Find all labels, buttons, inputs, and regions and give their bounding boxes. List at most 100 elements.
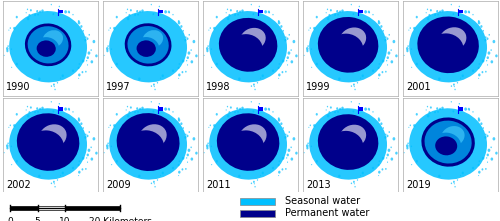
Ellipse shape — [138, 77, 140, 80]
Ellipse shape — [339, 10, 341, 13]
Ellipse shape — [330, 9, 332, 11]
Ellipse shape — [382, 71, 384, 73]
Ellipse shape — [350, 85, 352, 87]
Ellipse shape — [39, 10, 41, 13]
Ellipse shape — [386, 60, 388, 61]
Ellipse shape — [330, 106, 332, 109]
Ellipse shape — [219, 18, 278, 72]
Ellipse shape — [392, 40, 396, 43]
Ellipse shape — [116, 113, 180, 171]
Ellipse shape — [88, 51, 90, 55]
Ellipse shape — [488, 34, 490, 36]
Ellipse shape — [439, 108, 441, 110]
Ellipse shape — [369, 109, 370, 110]
Ellipse shape — [262, 74, 264, 77]
Ellipse shape — [226, 114, 230, 118]
Ellipse shape — [38, 175, 40, 177]
Ellipse shape — [490, 60, 493, 63]
Text: 0: 0 — [7, 217, 13, 221]
Ellipse shape — [186, 135, 188, 137]
Ellipse shape — [286, 37, 288, 40]
Ellipse shape — [184, 39, 186, 42]
Ellipse shape — [86, 60, 88, 61]
Ellipse shape — [478, 175, 479, 176]
Ellipse shape — [58, 6, 60, 7]
Ellipse shape — [408, 143, 409, 144]
Ellipse shape — [230, 106, 232, 109]
Ellipse shape — [57, 82, 58, 84]
Ellipse shape — [282, 157, 284, 160]
Ellipse shape — [72, 14, 74, 15]
Ellipse shape — [436, 10, 438, 13]
Ellipse shape — [272, 111, 274, 113]
Ellipse shape — [410, 124, 411, 126]
Bar — [458, 10, 464, 13]
Ellipse shape — [78, 73, 80, 76]
Ellipse shape — [478, 20, 480, 22]
Ellipse shape — [90, 147, 92, 148]
Ellipse shape — [213, 124, 216, 127]
Ellipse shape — [158, 103, 160, 105]
Ellipse shape — [458, 6, 460, 7]
Ellipse shape — [185, 36, 186, 38]
Ellipse shape — [195, 54, 198, 57]
Ellipse shape — [252, 110, 254, 112]
Ellipse shape — [116, 113, 118, 116]
Ellipse shape — [185, 71, 186, 73]
Ellipse shape — [213, 27, 216, 30]
Ellipse shape — [486, 135, 488, 137]
Ellipse shape — [240, 28, 266, 50]
Ellipse shape — [286, 56, 289, 59]
Ellipse shape — [136, 107, 138, 110]
Ellipse shape — [484, 39, 486, 42]
Ellipse shape — [10, 48, 12, 50]
Ellipse shape — [318, 114, 378, 170]
Ellipse shape — [182, 168, 184, 171]
Ellipse shape — [328, 111, 330, 114]
Ellipse shape — [458, 103, 460, 105]
Ellipse shape — [6, 47, 8, 50]
Ellipse shape — [452, 110, 454, 112]
Ellipse shape — [185, 133, 186, 135]
Ellipse shape — [338, 77, 340, 80]
Ellipse shape — [472, 70, 474, 72]
Ellipse shape — [54, 183, 55, 184]
Ellipse shape — [262, 171, 264, 174]
Ellipse shape — [17, 113, 80, 171]
Bar — [240, 198, 275, 205]
Text: Seasonal water: Seasonal water — [285, 196, 360, 206]
Ellipse shape — [188, 131, 190, 133]
Ellipse shape — [316, 63, 318, 65]
Ellipse shape — [427, 9, 428, 10]
Ellipse shape — [28, 14, 30, 17]
Ellipse shape — [282, 71, 284, 73]
Ellipse shape — [141, 107, 144, 110]
Ellipse shape — [357, 179, 358, 181]
Ellipse shape — [254, 186, 256, 187]
Ellipse shape — [308, 143, 309, 144]
Ellipse shape — [254, 183, 255, 184]
Ellipse shape — [278, 164, 280, 166]
Ellipse shape — [410, 146, 412, 147]
Ellipse shape — [457, 82, 458, 84]
Ellipse shape — [454, 186, 456, 187]
Ellipse shape — [438, 175, 440, 177]
Ellipse shape — [439, 10, 441, 13]
Ellipse shape — [178, 63, 180, 65]
Ellipse shape — [58, 103, 60, 105]
Ellipse shape — [278, 67, 280, 69]
Text: 20 Kilometers: 20 Kilometers — [88, 217, 152, 221]
Ellipse shape — [190, 158, 193, 161]
Ellipse shape — [462, 171, 464, 174]
Ellipse shape — [380, 122, 382, 125]
Ellipse shape — [186, 56, 189, 59]
Ellipse shape — [228, 130, 264, 161]
Ellipse shape — [472, 14, 474, 15]
Ellipse shape — [16, 113, 18, 116]
Ellipse shape — [116, 16, 118, 18]
Ellipse shape — [486, 60, 488, 61]
Ellipse shape — [286, 135, 288, 137]
Ellipse shape — [109, 108, 187, 180]
Ellipse shape — [206, 147, 208, 149]
Ellipse shape — [154, 186, 156, 187]
